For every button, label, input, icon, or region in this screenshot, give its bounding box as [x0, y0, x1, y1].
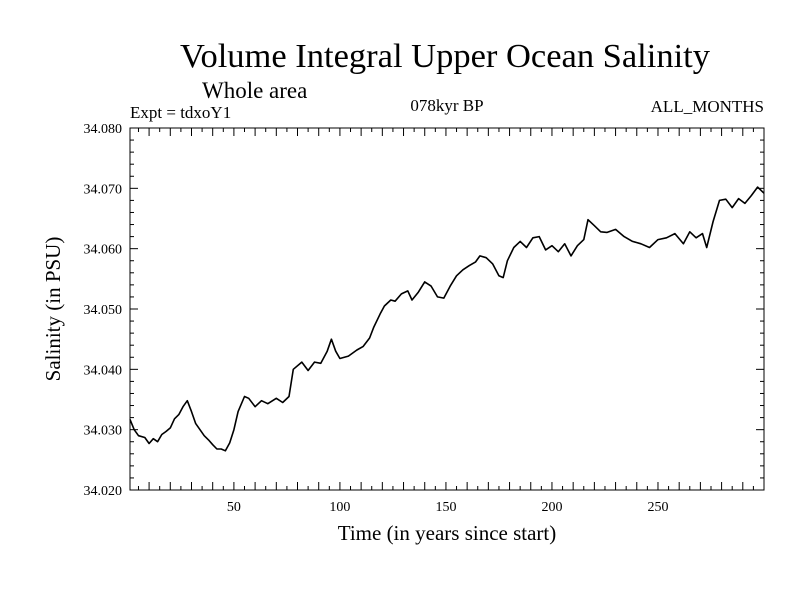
- y-axis-label: Salinity (in PSU): [41, 237, 65, 382]
- chart-subtitle: Whole area: [202, 78, 307, 103]
- salinity-series-line: [129, 186, 765, 452]
- tick-labels: 50 100 150 200 250 34.020 34.030 34.040 34.050 34…: [84, 122, 669, 515]
- plot-frame: [129, 127, 765, 491]
- y-tick-label: 34.070: [84, 182, 123, 197]
- tick-marks: [130, 127, 764, 491]
- x-tick-label: 50: [227, 500, 241, 515]
- chart-title: Volume Integral Upper Ocean Salinity: [180, 38, 710, 75]
- x-tick-label: 250: [647, 500, 668, 515]
- y-tick-label: 34.020: [84, 484, 123, 499]
- x-tick-label: 200: [541, 500, 562, 515]
- x-tick-label: 150: [435, 500, 456, 515]
- period-label: 078kyr BP: [410, 96, 483, 115]
- y-tick-label: 34.080: [84, 122, 123, 137]
- y-tick-label: 34.060: [84, 243, 123, 258]
- x-tick-label: 100: [329, 500, 350, 515]
- y-tick-label: 34.050: [84, 303, 123, 318]
- y-tick-label: 34.030: [84, 424, 123, 439]
- months-label: ALL_MONTHS: [651, 97, 764, 116]
- y-tick-label: 34.040: [84, 363, 123, 378]
- x-axis-label: Time (in years since start): [338, 521, 557, 545]
- experiment-label: Expt = tdxoY1: [130, 103, 231, 122]
